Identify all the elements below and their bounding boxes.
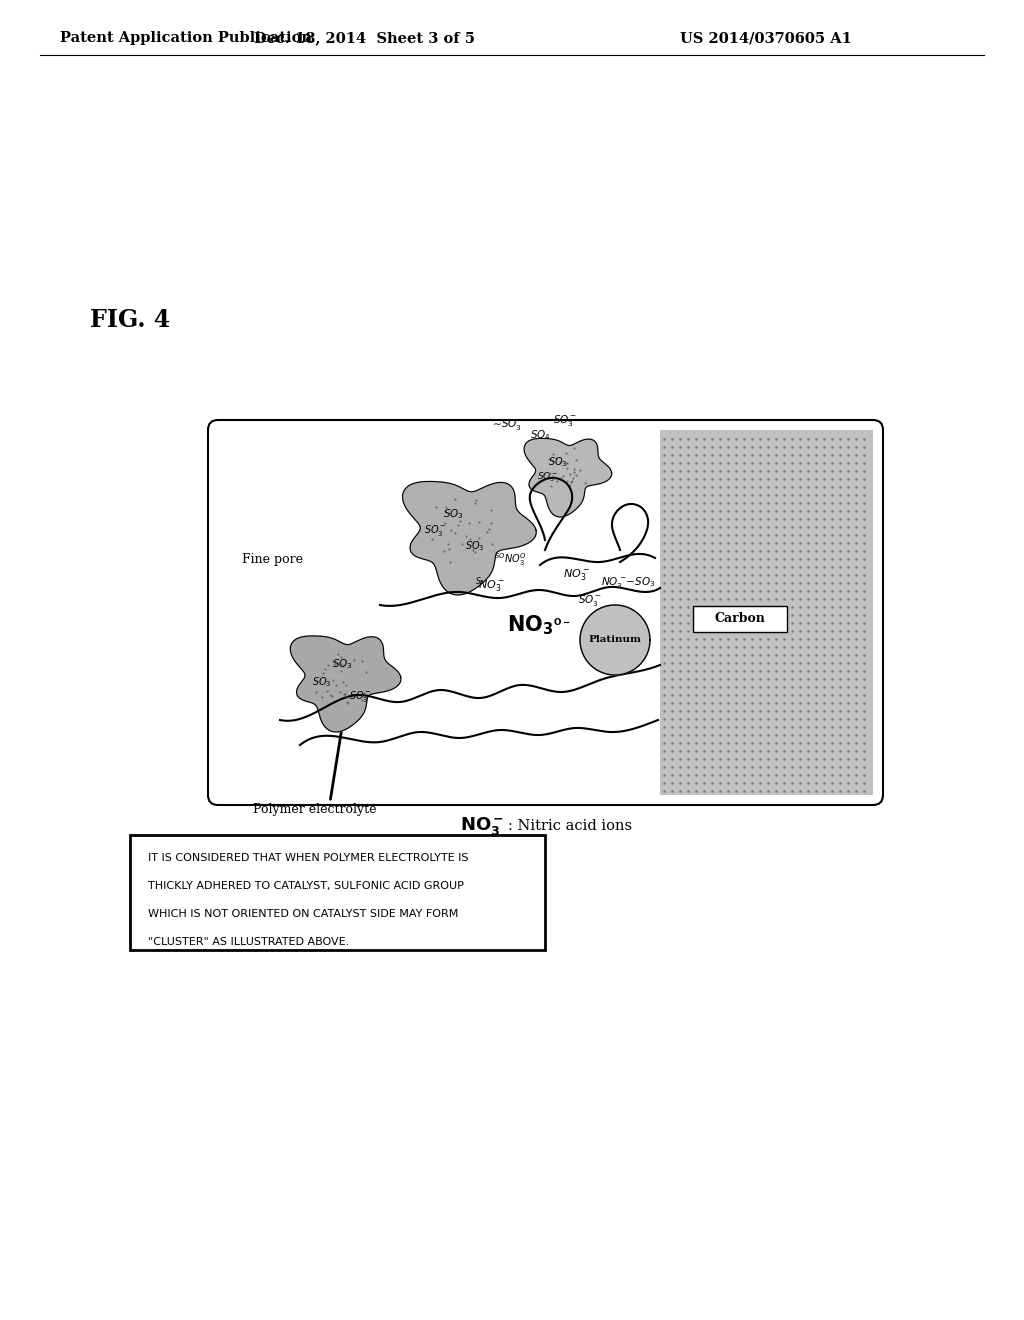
Text: $SO_3$: $SO_3$ xyxy=(465,539,484,553)
Text: $^S\!NO_3^-$: $^S\!NO_3^-$ xyxy=(475,576,505,595)
Text: Fine pore: Fine pore xyxy=(242,553,303,566)
Text: $SO_3^-$: $SO_3^-$ xyxy=(424,524,446,539)
Text: Dec. 18, 2014  Sheet 3 of 5: Dec. 18, 2014 Sheet 3 of 5 xyxy=(255,30,475,45)
Bar xyxy=(130,836,545,950)
Text: $SO_3$: $SO_3$ xyxy=(332,657,352,671)
Text: $^{SO}NO_3^O$: $^{SO}NO_3^O$ xyxy=(494,552,526,569)
Text: $SO_3^-$: $SO_3^-$ xyxy=(553,412,578,428)
Text: $SO_3^-$: $SO_3^-$ xyxy=(578,593,602,607)
Text: Polymer electrolyte: Polymer electrolyte xyxy=(253,804,377,817)
Text: $SO_4$: $SO_4$ xyxy=(529,428,551,442)
Text: $SO_3^-$: $SO_3^-$ xyxy=(538,470,559,483)
Polygon shape xyxy=(402,482,537,595)
Text: Carbon: Carbon xyxy=(715,612,765,626)
Text: : Nitric acid ions: : Nitric acid ions xyxy=(508,818,632,833)
Text: IT IS CONSIDERED THAT WHEN POLYMER ELECTROLYTE IS: IT IS CONSIDERED THAT WHEN POLYMER ELECT… xyxy=(148,853,469,863)
Text: Platinum: Platinum xyxy=(589,635,641,644)
Text: $SO_3$: $SO_3$ xyxy=(312,675,332,689)
Text: $SO_3^-$: $SO_3^-$ xyxy=(348,689,372,704)
FancyBboxPatch shape xyxy=(208,420,883,805)
FancyBboxPatch shape xyxy=(693,606,787,632)
Text: $SO_3$: $SO_3$ xyxy=(442,507,464,521)
Text: FIG. 4: FIG. 4 xyxy=(90,308,170,333)
Text: US 2014/0370605 A1: US 2014/0370605 A1 xyxy=(680,30,852,45)
Text: "CLUSTER" AS ILLUSTRATED ABOVE.: "CLUSTER" AS ILLUSTRATED ABOVE. xyxy=(148,937,349,946)
Text: $SO_3$: $SO_3$ xyxy=(548,455,568,469)
Polygon shape xyxy=(291,636,401,733)
Bar xyxy=(660,430,873,795)
Text: Patent Application Publication: Patent Application Publication xyxy=(60,30,312,45)
Text: $^{\mathbf{O-}}$: $^{\mathbf{O-}}$ xyxy=(553,619,570,631)
Text: $\mathbf{NO_3}$: $\mathbf{NO_3}$ xyxy=(507,614,553,636)
Text: WHICH IS NOT ORIENTED ON CATALYST SIDE MAY FORM: WHICH IS NOT ORIENTED ON CATALYST SIDE M… xyxy=(148,909,459,919)
Text: $\sim\!SO_3^-$: $\sim\!SO_3^-$ xyxy=(490,417,525,433)
Text: THICKLY ADHERED TO CATALYST, SULFONIC ACID GROUP: THICKLY ADHERED TO CATALYST, SULFONIC AC… xyxy=(148,880,464,891)
Polygon shape xyxy=(580,605,650,675)
Text: $\mathbf{NO_3^-}$: $\mathbf{NO_3^-}$ xyxy=(460,814,504,837)
Text: $NO_3^-$: $NO_3^-$ xyxy=(562,568,590,582)
Polygon shape xyxy=(524,438,611,517)
Text: $NO_3^-\!\!-\!SO_3$: $NO_3^-\!\!-\!SO_3$ xyxy=(601,574,655,590)
